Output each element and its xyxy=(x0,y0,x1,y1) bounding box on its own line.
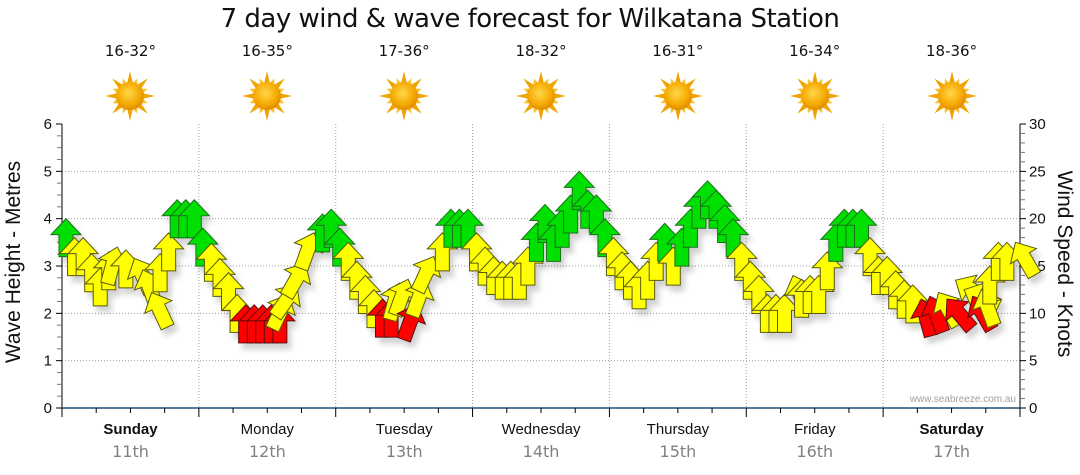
wind-arrow-marker xyxy=(588,217,622,258)
day-name-label: Friday xyxy=(793,421,836,438)
y-left-tick-label: 6 xyxy=(44,116,52,133)
wind-arrow-marker xyxy=(143,291,175,331)
day-temperature: 18-36° xyxy=(926,42,978,60)
y-left-tick-label: 4 xyxy=(44,211,52,228)
wind-arrow-marker xyxy=(315,208,348,248)
day-temperature: 16-31° xyxy=(652,42,704,60)
wind-arrow-marker xyxy=(323,227,356,267)
wind-arrow-marker xyxy=(340,260,373,300)
y-right-tick-label: 20 xyxy=(1029,211,1046,228)
wind-arrow-marker xyxy=(708,203,741,243)
day-date-label: 16th xyxy=(796,442,834,461)
sunny-icon xyxy=(926,71,977,121)
y-left-tick-label: 3 xyxy=(44,258,52,275)
day-temperature: 16-32° xyxy=(104,42,156,60)
wind-arrow-marker xyxy=(186,227,220,267)
wind-arrow-marker xyxy=(734,260,767,300)
sunny-icon xyxy=(242,71,293,121)
y-right-tick-label: 0 xyxy=(1029,400,1037,417)
wind-arrow-marker xyxy=(742,274,775,314)
day-name-label: Sunday xyxy=(103,421,158,438)
y-right-tick-label: 5 xyxy=(1029,353,1037,370)
day-date-label: 15th xyxy=(659,442,697,461)
y-left-tick-label: 2 xyxy=(44,305,52,322)
wind-arrow-marker xyxy=(699,189,733,229)
y-left-tick-label: 5 xyxy=(44,163,52,180)
day-date-label: 11th xyxy=(112,442,149,461)
day-temperature: 16-35° xyxy=(241,42,293,60)
wind-arrow-marker xyxy=(152,232,185,272)
wind-arrow-marker xyxy=(195,242,228,282)
sunny-icon xyxy=(516,71,566,121)
wind-arrow-marker xyxy=(279,262,312,301)
day-date-label: 13th xyxy=(385,442,423,461)
wind-arrow-marker xyxy=(460,232,493,272)
sunny-icon xyxy=(789,71,840,121)
wind-arrow-marker xyxy=(203,257,237,297)
y-right-tick-label: 10 xyxy=(1029,305,1046,322)
y-left-tick-label: 0 xyxy=(44,400,52,417)
wind-arrow-marker xyxy=(410,255,442,295)
sunny-icon xyxy=(105,71,156,121)
wind-arrow-marker xyxy=(404,279,435,319)
wind-arrow-marker xyxy=(853,236,887,277)
day-date-label: 12th xyxy=(248,442,286,461)
day-date-label: 17th xyxy=(933,442,971,461)
wind-arrow-marker xyxy=(49,217,83,258)
wind-arrow-marker xyxy=(332,241,365,281)
day-name-label: Tuesday xyxy=(375,421,433,438)
wind-arrow-marker xyxy=(725,241,758,281)
y-left-tick-label: 1 xyxy=(44,353,52,370)
y-right-tick-label: 30 xyxy=(1029,116,1046,133)
wind-arrow-marker xyxy=(945,298,978,334)
day-name-label: Saturday xyxy=(919,421,984,438)
wind-arrow-marker xyxy=(896,284,929,324)
day-name-label: Wednesday xyxy=(501,421,581,438)
wind-arrow-marker xyxy=(563,170,596,210)
day-date-label: 14th xyxy=(522,442,560,461)
wind-arrow-marker xyxy=(349,274,382,314)
day-temperature: 16-34° xyxy=(789,42,841,60)
watermark: www.seabreeze.com.au xyxy=(909,394,1016,405)
day-name-label: Monday xyxy=(240,421,295,438)
wind-arrow-marker xyxy=(66,236,100,277)
wind-arrow-marker xyxy=(870,255,904,296)
day-name-label: Thursday xyxy=(646,421,710,438)
sunny-icon xyxy=(652,71,703,121)
y-right-tick-label: 25 xyxy=(1029,163,1046,180)
sunny-icon xyxy=(379,71,430,121)
wind-arrow-marker xyxy=(1009,241,1042,280)
chart-title: 7 day wind & wave forecast for Wilkatana… xyxy=(220,4,840,34)
day-temperature: 17-36° xyxy=(378,42,430,60)
day-temperature: 18-32° xyxy=(515,42,567,60)
wind-arrow-marker xyxy=(597,236,630,277)
